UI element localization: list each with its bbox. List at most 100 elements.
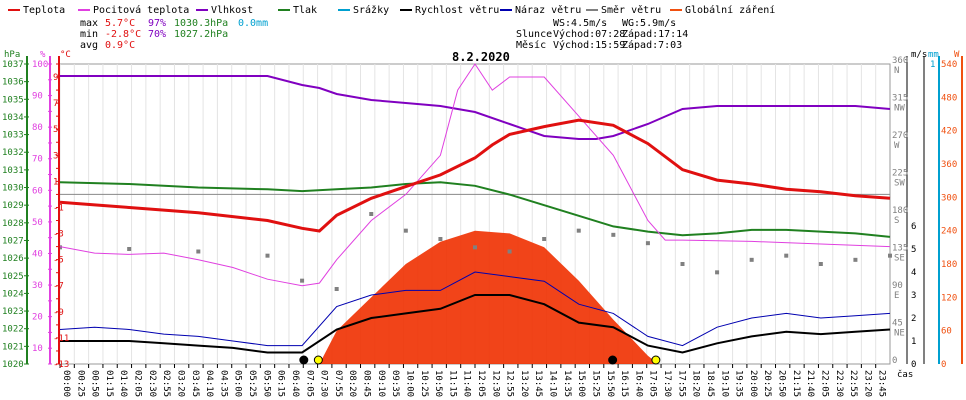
sun-moon-block: WS:4.5m/s WG:5.9m/s Slunce Východ:07:28 …	[516, 18, 688, 51]
dir-compass-label: E	[894, 291, 899, 301]
wind-dir-point	[853, 257, 858, 262]
dir-tick-label: 180	[892, 206, 908, 216]
x-tick-label: 00:25	[75, 370, 85, 397]
c-axis-title: °C	[60, 50, 71, 60]
hpa-tick-label: 1027	[2, 236, 24, 246]
avg-temp: 0.9°C	[105, 40, 135, 51]
wind-dir-point	[265, 253, 270, 258]
wind-dir-point	[369, 212, 374, 216]
w-tick-label: 300	[941, 193, 957, 203]
w-tick-label: 180	[941, 260, 957, 270]
dir-tick-label: 225	[892, 169, 908, 179]
dir-tick-label: 270	[892, 131, 908, 141]
x-tick-label: 20:25	[762, 370, 772, 397]
c-tick-label: 5	[53, 125, 58, 135]
slunce-set: Západ:17:14	[622, 28, 688, 40]
dir-compass-label: N	[894, 66, 899, 76]
wind-dir-point	[438, 237, 443, 241]
x-tick-label: 22:30	[834, 370, 844, 397]
sunrise-marker	[313, 355, 323, 365]
x-tick-label: 13:45	[533, 370, 543, 397]
x-tick-label: 05:25	[247, 370, 257, 397]
dir-compass-label: SW	[894, 179, 905, 189]
wind-dir-point	[645, 241, 650, 246]
x-tick-label: 20:50	[777, 370, 787, 397]
hpa-tick-label: 1021	[2, 342, 24, 352]
wind-dir-point	[784, 253, 789, 258]
dir-compass-label: W	[894, 141, 900, 151]
radiation-area	[319, 230, 659, 364]
hpa-tick-label: 1028	[2, 219, 24, 229]
x-tick-label: 19:35	[734, 370, 744, 397]
x-tick-label: 20:00	[748, 370, 758, 397]
mm-top-tick: 1	[930, 60, 935, 70]
x-tick-label: 09:35	[390, 370, 400, 397]
x-tick-label: 04:10	[204, 370, 214, 397]
ms-tick-label: 0	[911, 360, 916, 370]
legend-label: Globální záření	[685, 4, 775, 16]
pct-tick-label: 40	[32, 249, 43, 259]
hpa-tick-label: 1034	[2, 113, 24, 123]
mesic-rise: Východ:15:59	[553, 39, 625, 51]
x-tick-label: 02:30	[147, 370, 157, 397]
feels-like-line	[59, 63, 891, 287]
wind-dir-point	[680, 262, 685, 266]
hpa-tick-label: 1026	[2, 254, 24, 264]
max-temp: 5.7°C	[105, 18, 135, 29]
ms-tick-label: 1	[911, 337, 916, 347]
w-tick-label: 480	[941, 93, 957, 103]
mm-axis-title: mm	[928, 50, 939, 60]
legend-label: Tlak	[293, 5, 317, 16]
moonset-marker	[299, 355, 309, 365]
x-tick-label: 10:50	[433, 370, 443, 397]
legend-label: Náraz větru	[515, 4, 581, 16]
hpa-tick-label: 1029	[2, 201, 24, 211]
x-tick-label: 21:40	[805, 370, 815, 397]
x-tick-label: 14:35	[562, 370, 572, 397]
max-hum: 97%	[148, 18, 166, 29]
wind-dir-point	[403, 228, 408, 233]
hpa-tick-label: 1036	[2, 78, 24, 88]
ms-tick-label: 5	[911, 245, 916, 255]
c-tick-label: -11	[53, 334, 69, 344]
x-tick-label: 03:20	[175, 370, 185, 397]
dir-compass-label: S	[894, 216, 899, 226]
x-tick-label: 12:55	[505, 370, 515, 397]
x-tick-label: 08:45	[362, 370, 372, 397]
c-tick-label: 9	[53, 73, 58, 83]
wind-dir-point	[127, 247, 132, 251]
x-tick-label: 22:55	[848, 370, 858, 397]
pct-tick-label: 80	[32, 123, 43, 133]
hpa-tick-label: 1023	[2, 307, 24, 317]
time-unit: čas	[897, 369, 913, 380]
min-temp: -2.8°C	[105, 29, 141, 40]
pct-tick-label: 30	[32, 281, 43, 291]
x-tick-label: 06:15	[276, 370, 286, 397]
dir-tick-label: 45	[892, 319, 903, 329]
x-tick-label: 15:50	[605, 370, 615, 397]
x-tick-label: 07:55	[333, 370, 343, 397]
x-tick-label: 17:05	[648, 370, 658, 397]
x-tick-label: 11:15	[447, 370, 457, 397]
x-tick-label: 17:30	[662, 370, 672, 397]
c-tick-label: 3	[53, 151, 58, 161]
x-tick-label: 15:25	[590, 370, 600, 397]
hpa-tick-label: 1033	[2, 131, 24, 141]
x-tick-label: 21:15	[791, 370, 801, 397]
x-tick-label: 03:45	[190, 370, 200, 397]
x-tick-label: 17:55	[676, 370, 686, 397]
dir-tick-label: 135	[892, 244, 908, 254]
wind-dir-point	[507, 249, 512, 254]
x-tick-label: 05:00	[233, 370, 243, 397]
legend-label: Rychlost větru	[415, 4, 499, 16]
legend-label: Směr větru	[601, 4, 661, 16]
x-tick-label: 07:30	[319, 370, 329, 397]
pct-tick-label: 90	[32, 92, 43, 102]
wind-dir-point	[749, 257, 754, 262]
hpa-axis-title: hPa	[4, 50, 20, 60]
dir-tick-label: 90	[892, 281, 903, 291]
w-tick-label: 420	[941, 127, 957, 137]
wg-value: WG:5.9m/s	[622, 18, 676, 29]
pct-tick-label: 50	[32, 218, 43, 228]
